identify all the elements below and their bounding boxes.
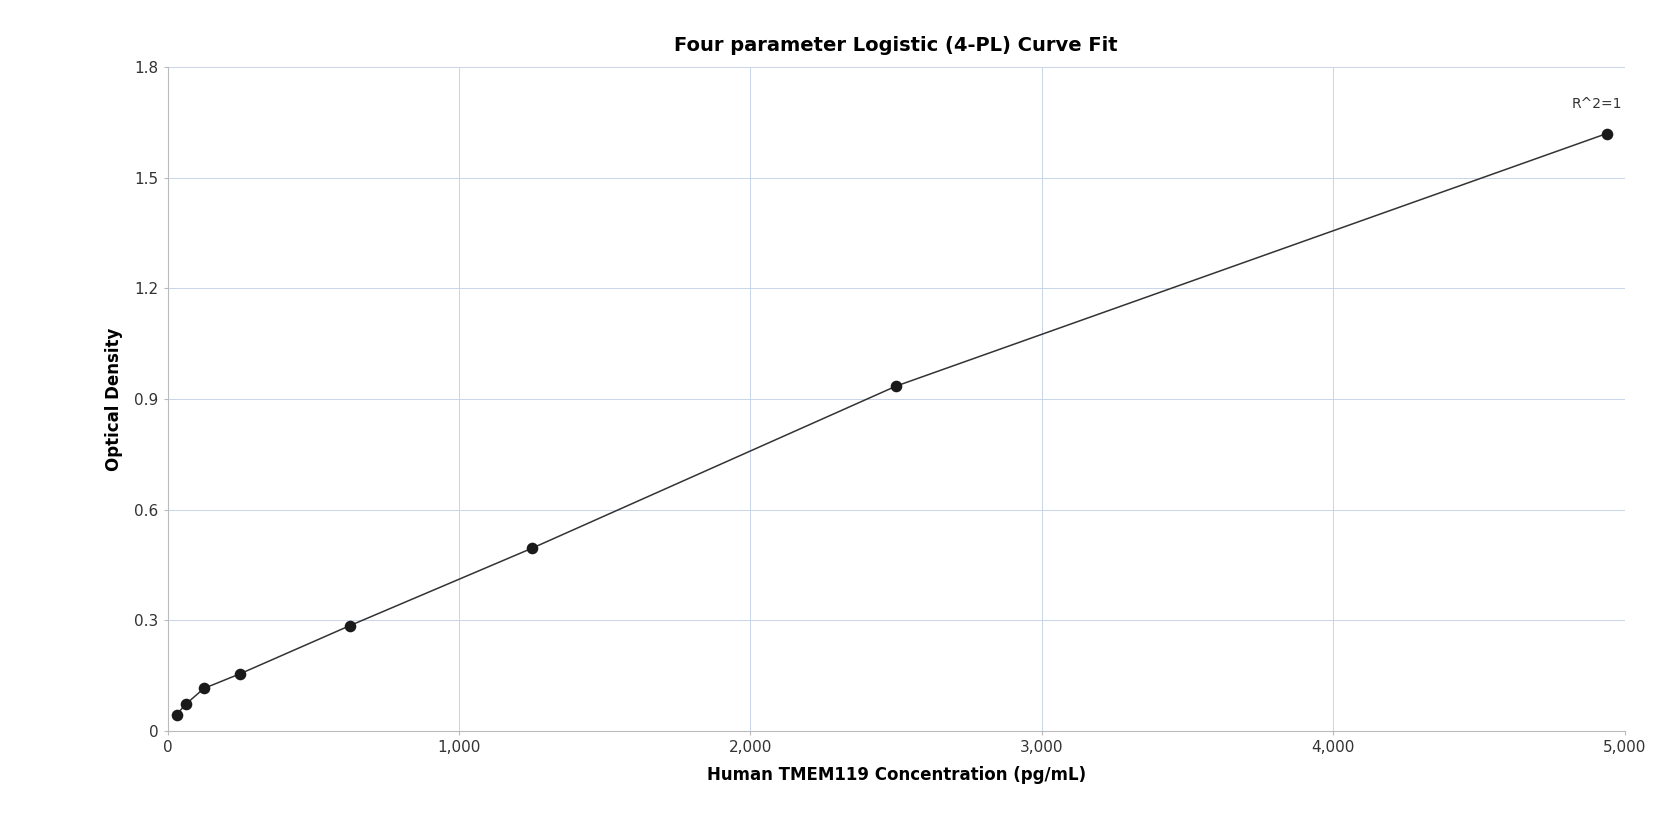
Point [228,667,255,680]
Title: Four parameter Logistic (4-PL) Curve Fit: Four parameter Logistic (4-PL) Curve Fit [675,35,1117,55]
Point [337,619,363,633]
Point [519,542,546,555]
Text: R^2=1: R^2=1 [1571,97,1621,111]
Point [883,380,910,393]
Y-axis label: Optical Density: Optical Density [106,328,122,470]
Point [173,697,199,711]
X-axis label: Human TMEM119 Concentration (pg/mL): Human TMEM119 Concentration (pg/mL) [707,766,1085,784]
Point [162,708,189,722]
Point [1593,127,1620,140]
Point [191,682,218,696]
